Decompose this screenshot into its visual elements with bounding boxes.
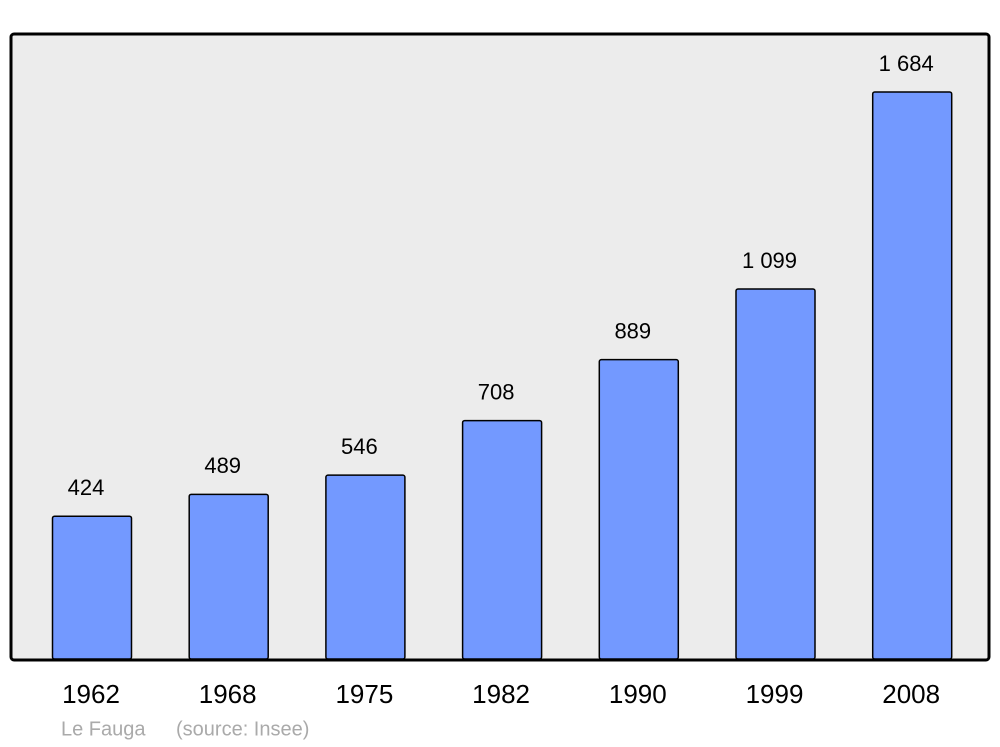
bar bbox=[735, 288, 816, 660]
x-tick-label: 1999 bbox=[746, 679, 804, 709]
place-label: Le Fauga bbox=[61, 718, 146, 740]
value-label: 546 bbox=[341, 434, 378, 459]
bar bbox=[871, 91, 953, 660]
x-tick-label: 1975 bbox=[335, 679, 393, 709]
bar bbox=[188, 493, 269, 660]
bar bbox=[598, 358, 680, 660]
x-tick-label: 1982 bbox=[472, 679, 530, 709]
value-label: 889 bbox=[614, 318, 651, 343]
x-tick-label: 1968 bbox=[199, 679, 257, 709]
value-label: 424 bbox=[68, 475, 105, 500]
x-tick-label: 1990 bbox=[609, 679, 667, 709]
value-label: 1 099 bbox=[742, 248, 797, 273]
value-label: 489 bbox=[204, 453, 241, 478]
value-label: 1 684 bbox=[879, 51, 934, 76]
bar bbox=[51, 515, 133, 660]
x-tick-label: 1962 bbox=[62, 679, 120, 709]
source-label: (source: Insee) bbox=[176, 718, 309, 740]
x-tick-label: 2008 bbox=[882, 679, 940, 709]
bar bbox=[461, 419, 543, 660]
value-label: 708 bbox=[478, 379, 515, 404]
bar bbox=[325, 474, 406, 660]
